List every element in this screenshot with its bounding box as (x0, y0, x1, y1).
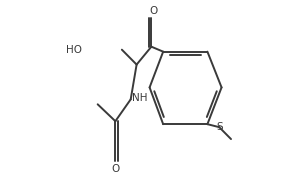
Text: O: O (111, 164, 119, 175)
Text: HO: HO (66, 45, 82, 55)
Text: O: O (149, 6, 157, 16)
Text: NH: NH (133, 93, 148, 104)
Text: S: S (217, 122, 224, 132)
